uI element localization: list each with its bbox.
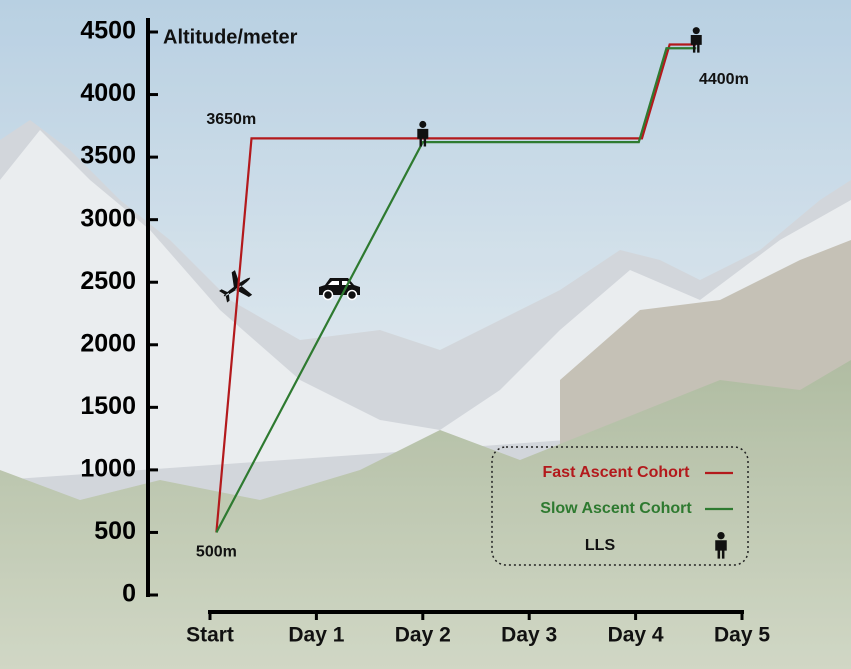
legend-label: Slow Ascent Cohort (540, 500, 692, 517)
y-tick-label: 500 (94, 517, 136, 545)
legend-label: LLS (585, 537, 616, 554)
series-line (215, 43, 697, 533)
icon-part (717, 531, 725, 540)
x-tick-label: Day 1 (288, 624, 344, 647)
y-tick-label: 1500 (80, 392, 136, 420)
icon-part (219, 270, 253, 303)
y-tick-label: 2000 (80, 329, 136, 357)
x-tick-label: Start (186, 624, 234, 647)
plane-icon (219, 270, 253, 303)
x-tick-label: Day 4 (608, 624, 664, 647)
icon-part (715, 540, 727, 559)
lls-marker (417, 120, 429, 147)
y-tick-label: 3500 (80, 142, 136, 170)
annotation: 500m (196, 544, 237, 561)
legend-box (491, 446, 749, 566)
icon-part (322, 289, 334, 301)
y-axis-label: Altitude/meter (163, 26, 298, 48)
y-tick-label: 2500 (80, 267, 136, 295)
y-tick-label: 3000 (80, 204, 136, 232)
x-tick-label: Day 5 (714, 624, 770, 647)
annotation: 4400m (699, 71, 749, 88)
legend-label: Fast Ascent Cohort (543, 464, 691, 481)
icon-part (692, 27, 700, 35)
y-tick-label: 1000 (80, 454, 136, 482)
annotation: 3650m (206, 111, 256, 128)
y-tick-label: 4000 (80, 79, 136, 107)
legend: Fast Ascent Cohort Slow Ascent Cohort LLS (491, 446, 749, 566)
icon-part (346, 289, 358, 301)
lls-marker (690, 27, 702, 53)
icon-part (690, 35, 702, 53)
icon-part (417, 128, 429, 147)
legend-icon (715, 531, 727, 559)
x-tick-label: Day 2 (395, 624, 451, 647)
x-tick-label: Day 3 (501, 624, 557, 647)
series-line (215, 47, 697, 533)
icon-part (419, 120, 427, 128)
icon-part (328, 281, 351, 285)
y-tick-label: 4500 (80, 17, 136, 45)
y-tick-label: 0 (122, 580, 136, 608)
